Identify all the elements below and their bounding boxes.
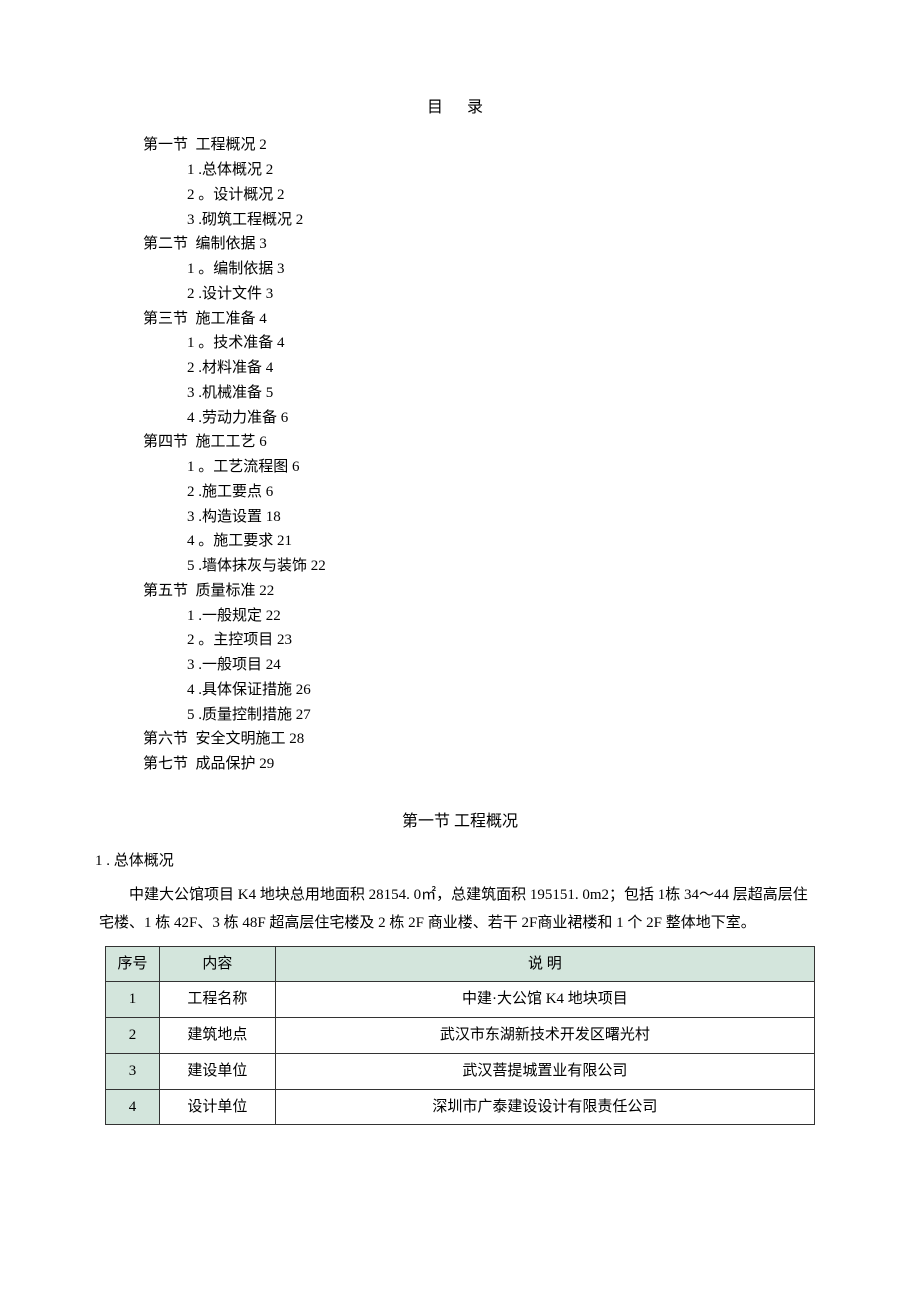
table-cell-desc: 中建·大公馆 K4 地块项目 — [275, 982, 814, 1018]
toc-sub-item: 1 .一般规定 22 — [95, 604, 825, 629]
table-cell-content: 建设单位 — [159, 1053, 275, 1089]
table-cell-idx: 3 — [106, 1053, 160, 1089]
section-1-paragraph: 中建大公馆项目 K4 地块总用地面积 28154. 0㎡，总建筑面积 19515… — [95, 882, 825, 938]
table-row: 4 设计单位 深圳市广泰建设设计有限责任公司 — [106, 1089, 815, 1125]
table-cell-content: 工程名称 — [159, 982, 275, 1018]
table-cell-idx: 1 — [106, 982, 160, 1018]
toc-section: 第二节 编制依据 3 — [95, 232, 825, 257]
toc-sub-item: 2 。设计概况 2 — [95, 183, 825, 208]
table-header-content: 内容 — [159, 946, 275, 982]
table-row: 2 建筑地点 武汉市东湖新技术开发区曙光村 — [106, 1018, 815, 1054]
table-cell-idx: 2 — [106, 1018, 160, 1054]
toc-sub-item: 2 .材料准备 4 — [95, 356, 825, 381]
toc-sub-item: 2 .施工要点 6 — [95, 480, 825, 505]
toc-sub-item: 5 .质量控制措施 27 — [95, 703, 825, 728]
table-cell-content: 设计单位 — [159, 1089, 275, 1125]
table-cell-desc: 武汉市东湖新技术开发区曙光村 — [275, 1018, 814, 1054]
toc-sub-item: 3 .一般项目 24 — [95, 653, 825, 678]
toc-sub-item: 2 。主控项目 23 — [95, 628, 825, 653]
toc-sub-item: 1 。编制依据 3 — [95, 257, 825, 282]
toc-section: 第四节 施工工艺 6 — [95, 430, 825, 455]
section-1-title: 第一节 工程概况 — [95, 809, 825, 835]
toc-section: 第一节 工程概况 2 — [95, 133, 825, 158]
table-cell-desc: 深圳市广泰建设设计有限责任公司 — [275, 1089, 814, 1125]
toc-sub-item: 2 .设计文件 3 — [95, 282, 825, 307]
table-header-row: 序号 内容 说 明 — [106, 946, 815, 982]
table-row: 3 建设单位 武汉菩提城置业有限公司 — [106, 1053, 815, 1089]
table-header-desc: 说 明 — [275, 946, 814, 982]
toc-section: 第五节 质量标准 22 — [95, 579, 825, 604]
section-1-sub-heading: 1 . 总体概况 — [95, 849, 825, 874]
toc-sub-item: 4 .劳动力准备 6 — [95, 406, 825, 431]
toc-sub-item: 3 .机械准备 5 — [95, 381, 825, 406]
toc-sub-item: 5 .墙体抹灰与装饰 22 — [95, 554, 825, 579]
toc-sub-item: 1 .总体概况 2 — [95, 158, 825, 183]
toc-sub-item: 3 .砌筑工程概况 2 — [95, 208, 825, 233]
toc-container: 第一节 工程概况 2 1 .总体概况 2 2 。设计概况 2 3 .砌筑工程概况… — [95, 133, 825, 777]
table-header-idx: 序号 — [106, 946, 160, 982]
toc-sub-item: 1 。工艺流程图 6 — [95, 455, 825, 480]
toc-sub-item: 4 。施工要求 21 — [95, 529, 825, 554]
toc-sub-item: 1 。技术准备 4 — [95, 331, 825, 356]
project-info-table: 序号 内容 说 明 1 工程名称 中建·大公馆 K4 地块项目 2 建筑地点 武… — [105, 946, 815, 1126]
toc-section: 第六节 安全文明施工 28 — [95, 727, 825, 752]
toc-section: 第七节 成品保护 29 — [95, 752, 825, 777]
toc-section: 第三节 施工准备 4 — [95, 307, 825, 332]
toc-sub-item: 3 .构造设置 18 — [95, 505, 825, 530]
table-cell-idx: 4 — [106, 1089, 160, 1125]
toc-title: 目 录 — [95, 95, 825, 121]
table-row: 1 工程名称 中建·大公馆 K4 地块项目 — [106, 982, 815, 1018]
toc-sub-item: 4 .具体保证措施 26 — [95, 678, 825, 703]
table-cell-desc: 武汉菩提城置业有限公司 — [275, 1053, 814, 1089]
table-cell-content: 建筑地点 — [159, 1018, 275, 1054]
